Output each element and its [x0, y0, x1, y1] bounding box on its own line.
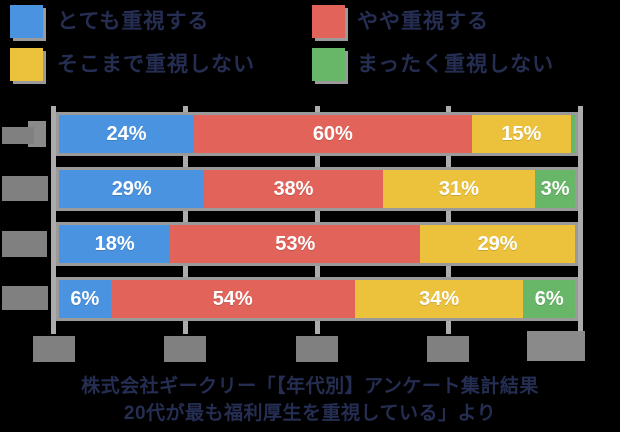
bar-segment-green: 3%	[535, 170, 575, 208]
value-label: 31%	[438, 177, 479, 200]
value-label: 29%	[111, 177, 152, 200]
bar-segment-yellow: 15%	[471, 115, 572, 153]
redacted-xtick-50	[296, 336, 338, 362]
stacked-bar-row-4: 6% 54% 34% 6%	[59, 280, 575, 318]
redacted-category-label-2	[2, 176, 48, 201]
value-label: 34%	[419, 287, 460, 310]
gridline-100pct	[578, 106, 583, 334]
bar-segment-blue: 24%	[59, 115, 195, 153]
bar-segment-yellow: 29%	[420, 225, 575, 263]
redacted-xtick-25	[164, 336, 206, 362]
value-label: 29%	[477, 232, 518, 255]
redacted-category-label-3	[2, 231, 47, 257]
redacted-category-label-4	[2, 286, 48, 310]
source-caption: 株式会社ギークリー「【年代別】アンケート集計結果 20代が最も福利厚生を重視して…	[0, 373, 620, 427]
redacted-xtick-0	[33, 336, 75, 362]
legend-swatch-yellow	[10, 48, 43, 81]
legend-swatch-red	[312, 5, 345, 38]
redacted-xtick-75	[427, 336, 469, 362]
stacked-bar-row-3: 18% 53% 29%	[59, 225, 575, 263]
gridline-25pct	[183, 106, 188, 334]
value-label: 6%	[534, 287, 564, 310]
value-label: 24%	[106, 122, 147, 145]
bar-segment-red: 53%	[170, 225, 421, 263]
legend-label-very-important: とても重視する	[57, 10, 210, 33]
legend-swatch-green	[312, 48, 345, 81]
bar-segment-yellow: 34%	[354, 280, 524, 318]
value-label: 38%	[273, 177, 314, 200]
source-caption-line1: 株式会社ギークリー「【年代別】アンケート集計結果	[81, 376, 539, 397]
stacked-bar-row-1: 24% 60% 15%	[59, 115, 575, 153]
value-label: 3%	[540, 177, 570, 200]
legend-label-not-important-at-all: まったく重視しない	[357, 53, 555, 76]
bar-segment-yellow: 31%	[382, 170, 536, 208]
value-label: 15%	[501, 122, 542, 145]
redacted-xtick-100	[527, 331, 585, 361]
redacted-category-label-1	[2, 127, 34, 144]
gridline-50pct	[315, 106, 320, 334]
value-label: 60%	[312, 122, 353, 145]
bar-segment-blue: 6%	[59, 280, 111, 318]
value-label: 54%	[212, 287, 253, 310]
bar-segment-blue: 29%	[59, 170, 205, 208]
value-label: 18%	[94, 232, 135, 255]
legend-label-somewhat-important: やや重視する	[357, 10, 489, 33]
source-caption-line2: 20代が最も福利厚生を重視している」より	[123, 403, 497, 424]
legend-label-not-so-important: そこまで重視しない	[57, 53, 255, 76]
bar-segment-red: 54%	[110, 280, 355, 318]
legend-swatch-blue	[10, 5, 43, 38]
bar-segment-red: 38%	[204, 170, 383, 208]
gridline-75pct	[446, 106, 451, 334]
bar-segment-red: 60%	[194, 115, 472, 153]
bar-segment-blue: 18%	[59, 225, 171, 263]
value-label: 53%	[275, 232, 316, 255]
value-label: 6%	[70, 287, 100, 310]
bar-segment-green	[571, 115, 575, 153]
stacked-bar-row-2: 29% 38% 31% 3%	[59, 170, 575, 208]
bar-segment-green: 6%	[523, 280, 575, 318]
gridline-0pct	[51, 106, 56, 334]
